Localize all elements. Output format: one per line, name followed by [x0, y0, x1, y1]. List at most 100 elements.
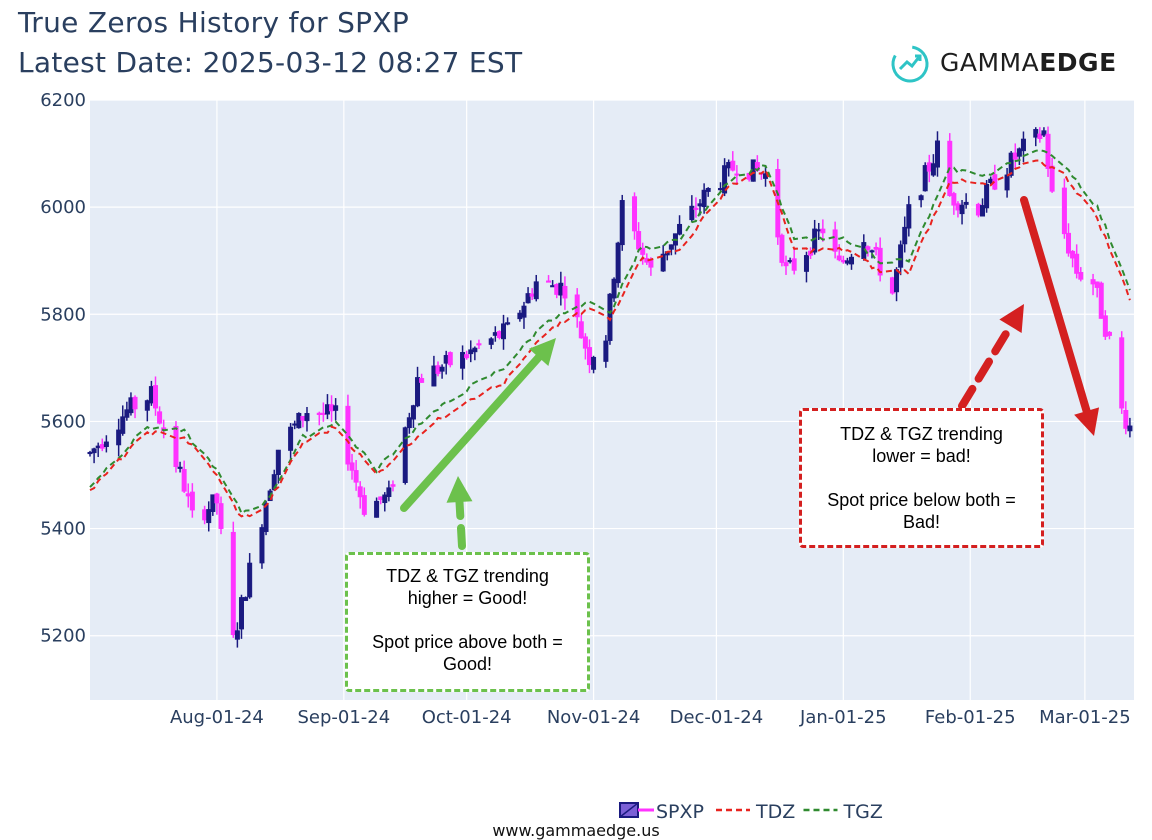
- candle: [410, 405, 416, 420]
- candle: [304, 413, 310, 422]
- y-tick-label: 5400: [40, 519, 86, 540]
- candle: [501, 323, 507, 340]
- candle: [558, 282, 564, 296]
- arrow-up-bad-head: [999, 304, 1024, 333]
- candle: [677, 223, 683, 235]
- candle: [382, 494, 388, 504]
- candle: [275, 449, 281, 476]
- candle: [263, 503, 269, 532]
- candle: [1119, 337, 1125, 409]
- footer-url[interactable]: www.gammaedge.us: [492, 821, 660, 840]
- chart-subtitle: Latest Date: 2025-03-12 08:27 EST: [18, 46, 523, 79]
- chart-title: True Zeros History for SPXP: [18, 6, 410, 39]
- candle: [415, 377, 421, 407]
- candle: [1106, 331, 1112, 336]
- annotation-bad: TDZ & TGZ trending lower = bad! Spot pri…: [799, 408, 1044, 548]
- candle: [1098, 282, 1104, 319]
- annotation-good-line4: Good!: [442, 654, 493, 674]
- candle: [202, 509, 208, 521]
- candle: [840, 259, 846, 263]
- candle: [717, 188, 723, 191]
- candle: [832, 229, 838, 252]
- arrow-down-bad-head: [1074, 407, 1100, 436]
- candle: [955, 203, 961, 211]
- arrow-up-bad-shaft: [958, 322, 1015, 410]
- x-tick-label: Nov-01-24: [547, 707, 640, 728]
- candle: [460, 352, 466, 369]
- annotation-bad-line2: lower = bad!: [872, 446, 971, 466]
- candle: [517, 312, 523, 320]
- annotation-good-line2: higher = Good!: [407, 588, 528, 608]
- candle: [619, 200, 625, 246]
- candle: [578, 321, 584, 339]
- x-tick-label: Feb-01-25: [925, 707, 1016, 728]
- candle: [1033, 129, 1039, 138]
- candle: [521, 305, 527, 318]
- candle: [1004, 174, 1010, 191]
- candle: [173, 425, 179, 467]
- candle: [668, 244, 674, 250]
- plot-area: [90, 100, 1134, 700]
- candle: [779, 234, 785, 263]
- candle: [374, 500, 380, 518]
- candle: [849, 256, 855, 265]
- x-tick-label: Dec-01-24: [670, 707, 764, 728]
- candle: [1094, 281, 1100, 288]
- candle: [1102, 315, 1108, 337]
- candle: [1090, 279, 1096, 285]
- candle: [574, 294, 580, 318]
- candle: [476, 343, 482, 346]
- y-tick-label: 6000: [40, 197, 86, 218]
- x-tick-label: Mar-01-25: [1039, 707, 1131, 728]
- candle: [582, 336, 588, 349]
- candle: [701, 189, 707, 208]
- candle: [546, 280, 552, 283]
- legend: SPXP TDZ TGZ: [619, 801, 883, 823]
- tdz-line: [89, 159, 1131, 518]
- candle: [934, 140, 940, 168]
- candle: [378, 496, 384, 500]
- candle: [361, 495, 367, 515]
- candle: [406, 417, 412, 429]
- annotation-bad-line3: Spot price below both =: [827, 490, 1016, 510]
- x-tick-label: Aug-01-24: [170, 707, 264, 728]
- candle: [185, 493, 191, 497]
- candle: [525, 293, 531, 304]
- candle: [689, 205, 695, 221]
- logo-text-light: GAMMA: [940, 48, 1040, 77]
- candle: [959, 204, 965, 215]
- candle: [783, 262, 789, 267]
- candle: [869, 250, 875, 253]
- candle: [128, 397, 134, 414]
- candle: [632, 196, 638, 232]
- legend-label-spxp: SPXP: [656, 801, 704, 823]
- candle: [144, 400, 150, 411]
- candle: [116, 429, 122, 446]
- candle: [234, 630, 240, 640]
- candle: [844, 260, 850, 264]
- candle: [918, 195, 924, 201]
- candle: [902, 226, 908, 245]
- arrow-short-good-shaft: [455, 497, 466, 550]
- candle: [87, 451, 93, 455]
- arrow-up-good-head: [528, 338, 556, 367]
- candle: [324, 404, 330, 415]
- candle: [333, 405, 339, 411]
- candle: [906, 204, 912, 229]
- candle: [210, 494, 216, 512]
- candle: [951, 193, 957, 206]
- candle: [1061, 187, 1067, 235]
- candle: [247, 562, 253, 598]
- candle: [345, 405, 351, 465]
- candle: [435, 365, 441, 374]
- candle: [734, 173, 740, 176]
- candle: [1065, 232, 1071, 254]
- annotation-good: TDZ & TGZ trending higher = Good! Spot p…: [345, 552, 590, 692]
- candle: [898, 244, 904, 268]
- candle: [1074, 253, 1080, 274]
- gauge-arrow-icon: [891, 45, 929, 83]
- candle: [988, 178, 994, 183]
- candle: [791, 258, 797, 271]
- annotation-good-line3: Spot price above both =: [372, 632, 563, 652]
- candle: [636, 231, 642, 250]
